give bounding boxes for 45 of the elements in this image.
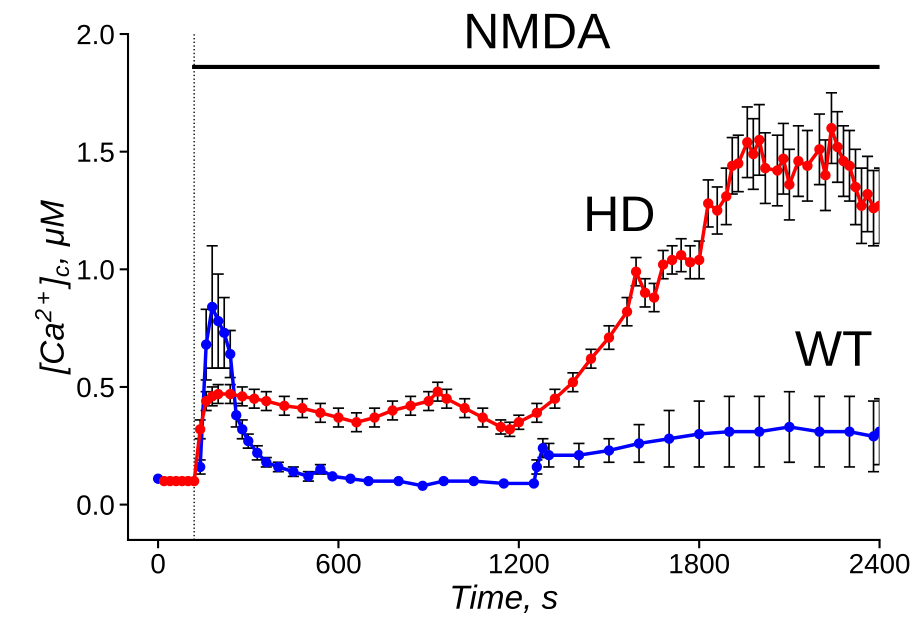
- point: [345, 474, 356, 484]
- point: [225, 348, 236, 360]
- x-tick-label: 600: [316, 554, 361, 574]
- y-tick-label: 1.0: [78, 260, 114, 280]
- y-axis-title: [Ca$^{2+}$]$_{c}$, μM: [34, 200, 71, 375]
- point: [393, 476, 404, 486]
- point: [814, 426, 825, 437]
- point: [664, 434, 674, 444]
- point: [724, 426, 734, 437]
- x-tick-label: 1800: [670, 554, 729, 574]
- series-label: NMDA: [467, 14, 610, 48]
- point: [754, 426, 765, 437]
- point: [784, 422, 795, 432]
- y-tick-label: 2.0: [78, 24, 114, 44]
- x-tick-label: 1200: [490, 554, 549, 574]
- point: [634, 438, 644, 449]
- y-tick-label: 1.5: [78, 142, 114, 162]
- series-label: WT: [795, 331, 872, 366]
- x-axis-title: Time, s: [452, 584, 558, 613]
- point: [538, 442, 548, 454]
- point: [694, 428, 704, 440]
- point: [574, 450, 584, 460]
- y-tick-label: 0.5: [77, 378, 114, 398]
- point: [212, 316, 224, 326]
- point: [417, 480, 428, 491]
- point: [231, 410, 242, 420]
- x-tick-label: 2400: [850, 554, 910, 574]
- point: [468, 476, 479, 486]
- point: [844, 426, 855, 437]
- y-tick-label: 0.0: [77, 495, 114, 515]
- point: [528, 478, 540, 489]
- point: [327, 471, 338, 482]
- point: [498, 478, 509, 489]
- point: [438, 476, 449, 486]
- point: [237, 424, 248, 435]
- point: [200, 339, 212, 350]
- point: [206, 302, 218, 312]
- point: [243, 436, 254, 446]
- point: [363, 476, 374, 486]
- point: [252, 448, 262, 458]
- point: [604, 445, 614, 456]
- series-label: HD: [587, 196, 654, 232]
- point: [544, 450, 554, 460]
- point: [219, 328, 230, 338]
- x-tick-label: 0: [151, 554, 165, 574]
